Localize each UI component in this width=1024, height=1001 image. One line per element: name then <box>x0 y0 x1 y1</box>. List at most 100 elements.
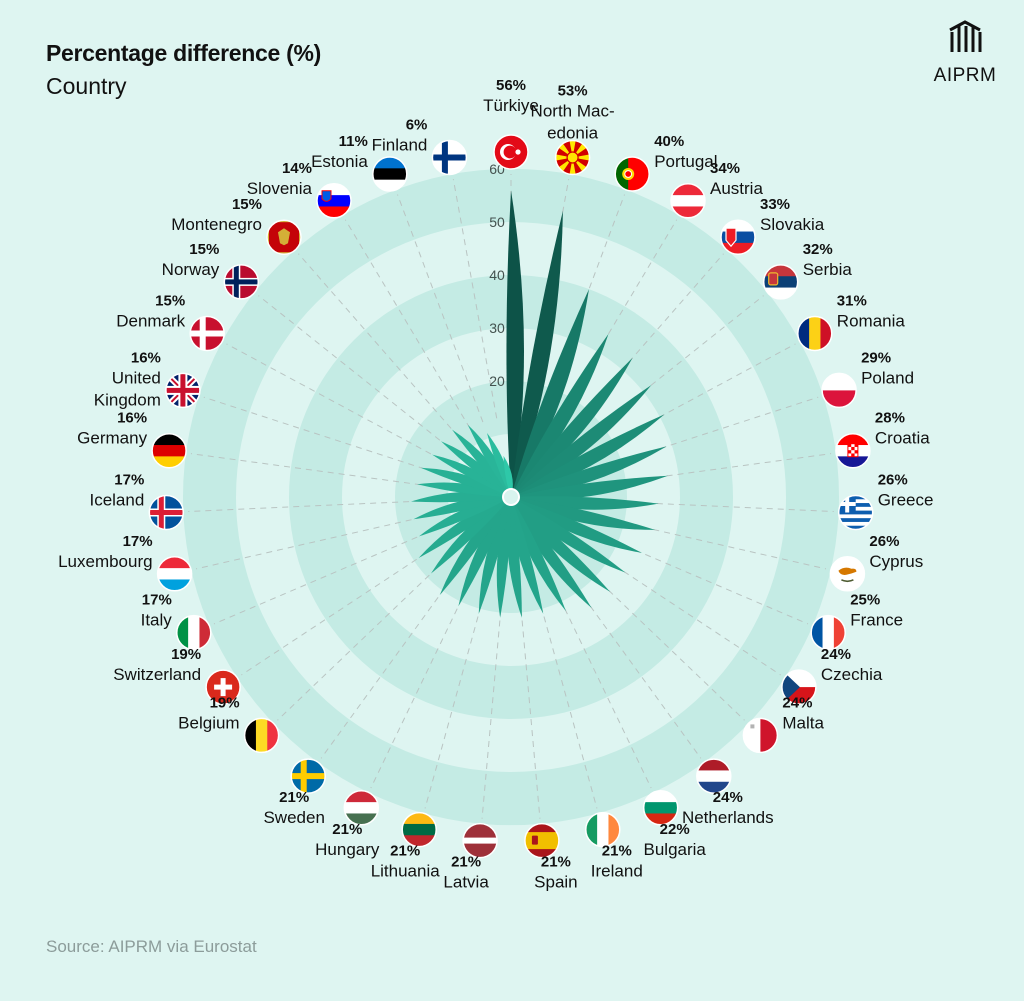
bulgaria-flag-icon <box>642 790 679 826</box>
percent-label: 25% <box>850 592 880 609</box>
percent-label: 19% <box>210 694 240 711</box>
serbia-flag-icon <box>762 264 799 300</box>
percent-label: 31% <box>837 293 867 310</box>
percent-label: 26% <box>878 472 908 489</box>
spain-flag-icon <box>524 822 560 859</box>
country-label: Latvia <box>443 873 489 892</box>
spoke-line <box>581 343 796 460</box>
petal-ireland <box>510 497 544 614</box>
estonia-flag-icon <box>372 156 408 192</box>
spoke-line <box>586 396 819 473</box>
spoke-line <box>481 576 505 819</box>
lithuania-flag-icon <box>401 811 437 848</box>
percent-label: 40% <box>654 133 684 150</box>
petal-united-kingdom <box>420 467 511 497</box>
center-dot <box>502 488 520 506</box>
petal-switzerland <box>418 497 511 558</box>
spoke-line <box>424 573 491 809</box>
spoke-line <box>213 527 438 625</box>
country-label: Croatia <box>875 429 930 448</box>
percent-label: 28% <box>875 410 905 427</box>
brand-name: AIPRM <box>933 65 997 86</box>
united-kingdom-flag-icon <box>165 372 201 409</box>
percent-label: 21% <box>279 789 309 806</box>
country-labels: 56% Türkiye 53% North Mac-edonia 40% Portugal… <box>58 77 933 892</box>
radial-tick-label: 20 <box>489 373 505 389</box>
percent-label: 11% <box>339 133 368 150</box>
petal-italy <box>418 497 511 537</box>
country-label: Estonia <box>311 152 368 171</box>
spoke-line <box>517 576 541 819</box>
country-label: Lithuania <box>371 862 441 881</box>
petal-czechia <box>511 497 626 573</box>
spoke-line <box>573 295 764 448</box>
iceland-flag-icon <box>148 494 185 531</box>
petal-estonia <box>487 433 512 497</box>
percent-label: 24% <box>713 789 743 806</box>
petal-latvia <box>496 497 512 618</box>
country-label: Hungary <box>315 840 380 859</box>
source-note: Source: AIPRM via Eurostat <box>46 937 257 956</box>
percent-label: 24% <box>782 694 812 711</box>
petal-france <box>511 497 643 554</box>
percent-label: 19% <box>171 646 201 663</box>
spoke-line <box>551 219 678 429</box>
aiprm-logo-icon <box>949 20 982 52</box>
petal-north-macedonia <box>511 210 563 497</box>
petal-portugal <box>511 289 590 497</box>
hungary-flag-icon <box>343 790 380 826</box>
country-label: Ireland <box>591 862 643 881</box>
brand-logo: AIPRM <box>930 20 1000 87</box>
spoke-line <box>226 343 441 460</box>
percent-label: 29% <box>861 349 891 366</box>
country-label: Netherlands <box>682 808 774 827</box>
percent-label: 17% <box>142 592 172 609</box>
petal-bulgaria <box>511 497 566 612</box>
percent-label: 21% <box>390 843 420 860</box>
country-label: Slovenia <box>247 179 313 198</box>
percent-label: 6% <box>406 117 428 134</box>
malta-flag-icon <box>742 717 779 754</box>
petal-sweden <box>439 497 511 596</box>
percent-label: 21% <box>541 854 571 871</box>
country-label: Luxembourg <box>58 552 153 571</box>
petal-slovakia <box>511 357 633 497</box>
country-label: Slovakia <box>760 215 825 234</box>
percent-label: 16% <box>131 349 161 366</box>
petal-montenegro <box>452 429 511 497</box>
country-label: Denmark <box>116 312 185 331</box>
belgium-flag-icon <box>243 717 280 754</box>
percent-label: 21% <box>332 821 362 838</box>
spoke-line <box>203 396 436 473</box>
spoke-line <box>188 500 432 512</box>
petal-malta <box>511 497 611 592</box>
slovakia-flag-icon <box>720 219 756 255</box>
percent-label: 33% <box>760 196 790 213</box>
spoke-line <box>397 194 484 423</box>
spoke-line <box>344 219 471 429</box>
country-label: France <box>850 611 903 630</box>
percent-label: 22% <box>660 821 690 838</box>
spoke-line <box>590 500 834 512</box>
petal-finland <box>503 455 513 497</box>
petal-hungary <box>458 497 511 607</box>
spoke-line <box>320 561 465 759</box>
country-label: Romania <box>837 312 906 331</box>
petal-serbia <box>511 385 652 497</box>
petal-luxembourg <box>413 496 511 520</box>
netherlands-flag-icon <box>696 758 732 794</box>
spoke-line <box>452 179 498 419</box>
percent-label: 56% <box>496 77 526 94</box>
country-label: Germany <box>77 429 147 448</box>
petal-norway <box>441 441 511 497</box>
percent-label: 14% <box>282 160 312 177</box>
country-label: Bulgaria <box>644 840 707 859</box>
petal-netherlands <box>511 497 592 608</box>
country-label: Serbia <box>803 260 853 279</box>
petal-greece <box>511 496 659 510</box>
italy-flag-icon <box>176 614 212 651</box>
spoke-line <box>195 514 434 570</box>
portugal-flag-icon <box>614 156 650 192</box>
country-label: Czechia <box>821 665 883 684</box>
